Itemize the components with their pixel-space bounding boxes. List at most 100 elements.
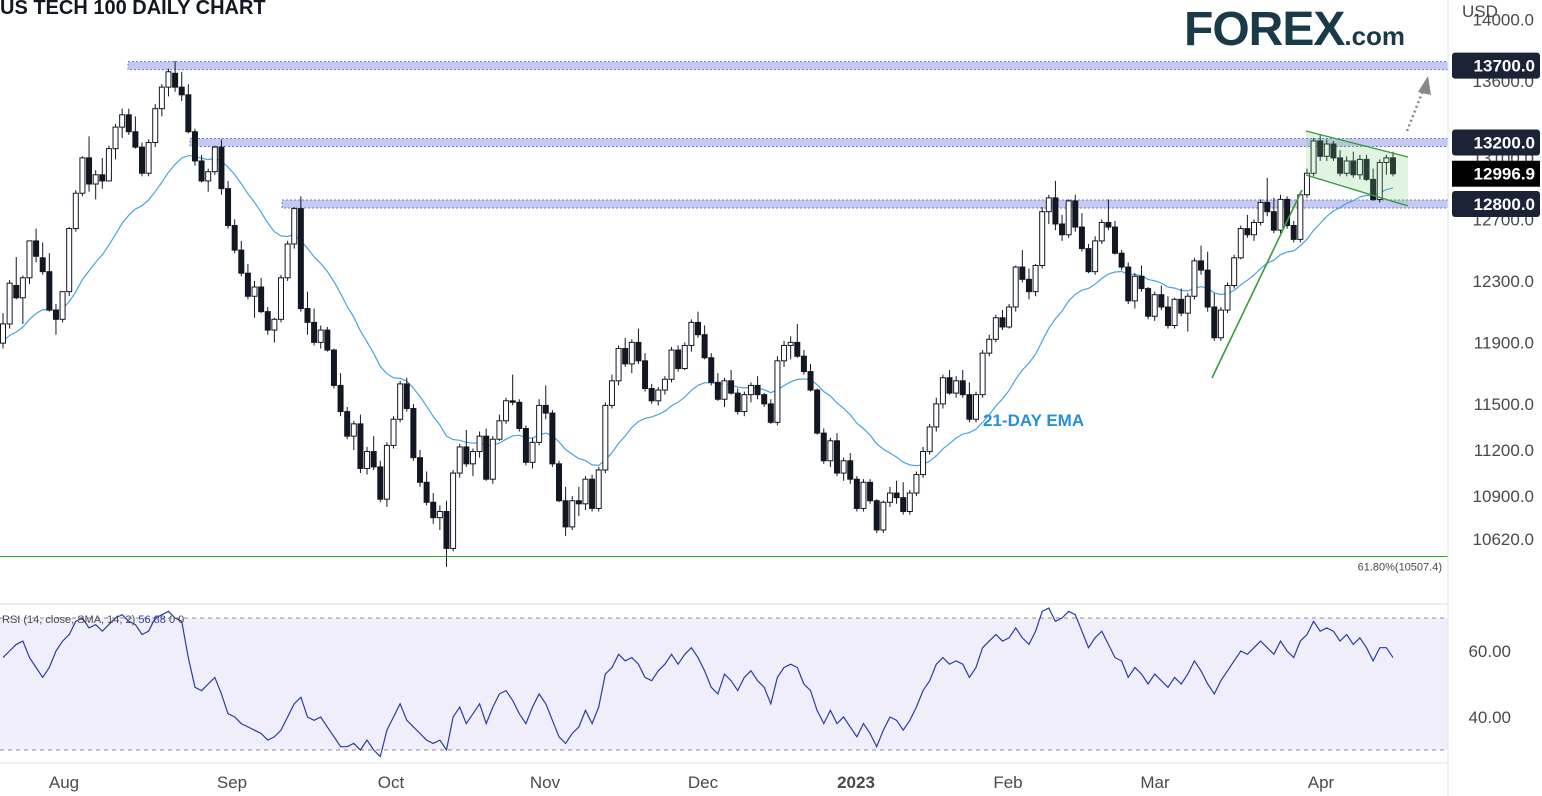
- candle: [271, 317, 278, 343]
- candle: [330, 348, 337, 389]
- candle-body: [1363, 158, 1370, 180]
- candle-body: [112, 126, 119, 150]
- candle: [397, 380, 404, 423]
- pattern-overlay: [1211, 76, 1431, 379]
- candle: [205, 168, 212, 192]
- candle: [1264, 177, 1271, 217]
- candle: [556, 460, 562, 503]
- candles: [0, 61, 1396, 567]
- candle-body: [602, 404, 609, 471]
- candle: [575, 486, 582, 517]
- candle: [1383, 154, 1390, 175]
- candle: [178, 71, 185, 101]
- candle-body: [105, 148, 112, 182]
- candle: [39, 242, 46, 275]
- candle: [370, 436, 377, 470]
- candle: [489, 436, 496, 484]
- candle: [608, 374, 615, 409]
- candle: [423, 471, 430, 506]
- candle-body: [721, 380, 728, 400]
- candle-body: [258, 286, 265, 313]
- candle-body: [827, 440, 834, 462]
- candle-body: [1164, 306, 1171, 326]
- time-tick-label: 2023: [837, 773, 875, 792]
- candle: [125, 108, 132, 135]
- candle-body: [119, 114, 126, 128]
- candle: [959, 370, 966, 398]
- candle-body: [218, 146, 225, 190]
- candle-body: [886, 492, 893, 503]
- candle-body: [728, 380, 735, 394]
- candle: [6, 280, 13, 329]
- candle-body: [403, 383, 410, 409]
- candle: [886, 486, 893, 507]
- candle-body: [1211, 306, 1218, 339]
- candle: [681, 342, 688, 371]
- candle: [211, 145, 218, 175]
- candle-body: [648, 388, 655, 402]
- candle-body: [562, 500, 569, 528]
- candle: [66, 227, 73, 297]
- price-axis: USD 10620.0 10900.0 11200.0 11500.0 11900.0 12…: [1447, 0, 1534, 796]
- candle-body: [1264, 201, 1271, 213]
- candle-body: [920, 451, 927, 476]
- candle: [1158, 285, 1165, 311]
- candle-body: [377, 466, 384, 500]
- candle-body: [344, 411, 351, 437]
- candle: [1164, 296, 1171, 329]
- candle: [1059, 214, 1066, 241]
- rsi-line: [2, 607, 1394, 758]
- candle: [1343, 156, 1350, 177]
- support-resistance-levels: [127, 61, 1449, 209]
- candle-body: [1337, 157, 1344, 174]
- rsi-value: 56.88: [138, 614, 169, 626]
- candle-body: [1224, 284, 1231, 311]
- candle: [880, 500, 887, 534]
- candle: [774, 356, 781, 426]
- flag-fill: [1306, 131, 1408, 206]
- candle: [1224, 282, 1231, 314]
- candle-body: [1184, 295, 1191, 314]
- candle-body: [397, 383, 404, 420]
- candle: [1151, 291, 1158, 321]
- time-tick-label: Dec: [688, 773, 719, 792]
- candle: [92, 170, 99, 200]
- candle: [1019, 250, 1026, 283]
- candle: [1025, 268, 1032, 300]
- level-band: [281, 199, 1449, 209]
- logo-text: FOREX: [1184, 3, 1345, 56]
- candle-body: [1098, 221, 1105, 242]
- price-unit: USD: [1462, 2, 1498, 21]
- candle: [145, 139, 152, 177]
- candle: [139, 142, 145, 177]
- candle-body: [423, 481, 430, 503]
- candle-body: [390, 418, 397, 446]
- candle-body: [370, 451, 377, 468]
- candle-body: [205, 171, 212, 182]
- candle-body: [635, 341, 642, 362]
- candle-body: [39, 257, 46, 273]
- candle-body: [1006, 306, 1013, 328]
- candle-body: [483, 435, 490, 480]
- candle: [1317, 134, 1324, 161]
- candle-body: [191, 131, 198, 162]
- candle: [410, 403, 417, 461]
- candle-body: [1191, 260, 1198, 297]
- candle: [218, 139, 225, 195]
- candle-body: [1065, 200, 1072, 236]
- candle: [820, 428, 827, 464]
- time-axis: Aug Sep Oct Nov Dec 2023 Feb Mar Apr: [0, 762, 1448, 792]
- candle: [244, 263, 251, 300]
- candle-body: [655, 389, 662, 402]
- candle: [13, 257, 20, 300]
- candle-body: [456, 446, 463, 474]
- candle-body: [139, 146, 145, 174]
- candle: [708, 353, 715, 386]
- candle: [999, 310, 1006, 331]
- candle-body: [383, 444, 390, 500]
- candle-body: [1052, 197, 1059, 225]
- candle-body: [1118, 252, 1125, 268]
- candle-body: [99, 174, 106, 182]
- candle: [1244, 214, 1251, 238]
- candle: [840, 457, 847, 481]
